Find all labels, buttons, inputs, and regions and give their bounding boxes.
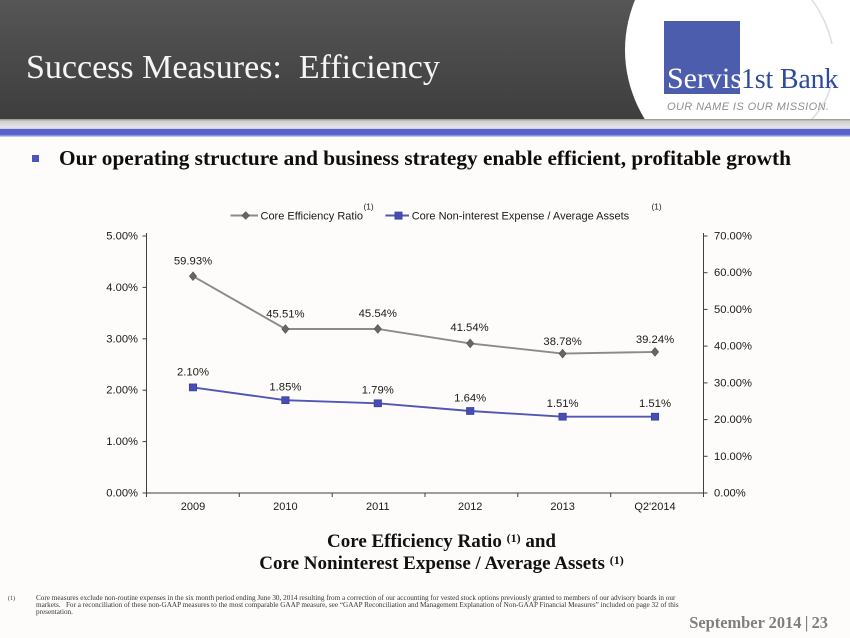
svg-text:45.54%: 45.54% xyxy=(359,308,397,320)
svg-text:Q2'2014: Q2'2014 xyxy=(634,501,675,513)
svg-text:2.10%: 2.10% xyxy=(177,367,209,379)
svg-text:2.00%: 2.00% xyxy=(106,385,138,397)
svg-text:20.00%: 20.00% xyxy=(714,414,752,426)
svg-text:(1): (1) xyxy=(364,202,374,212)
svg-text:1.51%: 1.51% xyxy=(547,398,579,410)
svg-text:38.78%: 38.78% xyxy=(543,336,581,348)
svg-text:2013: 2013 xyxy=(550,501,574,513)
svg-text:10.00%: 10.00% xyxy=(714,451,752,463)
svg-text:1.00%: 1.00% xyxy=(106,436,138,448)
svg-text:(1): (1) xyxy=(652,202,662,212)
svg-text:60.00%: 60.00% xyxy=(714,267,752,279)
svg-text:45.51%: 45.51% xyxy=(266,308,304,320)
svg-text:3.00%: 3.00% xyxy=(106,333,138,345)
svg-text:2012: 2012 xyxy=(458,501,482,513)
svg-text:0.00%: 0.00% xyxy=(714,488,746,500)
svg-text:1.79%: 1.79% xyxy=(362,385,394,397)
svg-text:59.93%: 59.93% xyxy=(174,256,212,268)
svg-text:30.00%: 30.00% xyxy=(714,377,752,389)
svg-text:Core Non-interest Expense / Av: Core Non-interest Expense / Average Asse… xyxy=(412,211,630,223)
svg-text:0.00%: 0.00% xyxy=(106,488,138,500)
svg-text:40.00%: 40.00% xyxy=(714,341,752,353)
svg-text:1.64%: 1.64% xyxy=(454,392,486,404)
svg-text:70.00%: 70.00% xyxy=(714,231,752,243)
svg-text:1.51%: 1.51% xyxy=(639,398,671,410)
svg-text:39.24%: 39.24% xyxy=(636,334,674,346)
svg-text:2010: 2010 xyxy=(273,501,297,513)
svg-text:5.00%: 5.00% xyxy=(106,231,138,243)
svg-text:4.00%: 4.00% xyxy=(106,282,138,294)
svg-text:2011: 2011 xyxy=(366,501,390,513)
svg-text:Core Efficiency Ratio: Core Efficiency Ratio xyxy=(261,211,364,223)
svg-text:1.85%: 1.85% xyxy=(269,382,301,394)
svg-text:2009: 2009 xyxy=(181,501,205,513)
svg-text:50.00%: 50.00% xyxy=(714,304,752,316)
svg-text:41.54%: 41.54% xyxy=(450,322,488,334)
